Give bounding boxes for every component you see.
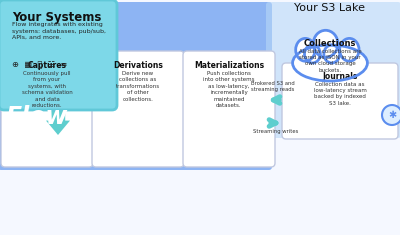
Text: Journals: Journals [322, 72, 358, 81]
Text: ✱: ✱ [388, 110, 396, 120]
Text: Brokered S3 and
streaming reads: Brokered S3 and streaming reads [251, 81, 295, 92]
Ellipse shape [324, 45, 340, 63]
FancyBboxPatch shape [282, 63, 398, 139]
Text: All data collections are
stored as JSON in your
own cloud storage
buckets.: All data collections are stored as JSON … [299, 49, 361, 73]
FancyBboxPatch shape [0, 0, 117, 110]
FancyBboxPatch shape [0, 2, 272, 170]
Text: Flow: Flow [6, 105, 68, 129]
Text: Push collections
into other systems
as low-latency,
incrementally
maintained
dat: Push collections into other systems as l… [203, 71, 255, 108]
Polygon shape [62, 95, 196, 138]
Polygon shape [46, 103, 70, 135]
Text: ⊕  ▦  ⧧  ☷  ≡: ⊕ ▦ ⧧ ☷ ≡ [12, 60, 67, 69]
Text: Derivations: Derivations [113, 61, 163, 70]
Text: Flow integrates with existing
systems: databases, pub/sub,
APIs, and more.: Flow integrates with existing systems: d… [12, 22, 106, 40]
Text: Streaming writes: Streaming writes [253, 129, 299, 134]
Ellipse shape [340, 38, 359, 61]
FancyBboxPatch shape [1, 51, 93, 167]
FancyBboxPatch shape [183, 51, 275, 167]
Ellipse shape [296, 38, 315, 61]
Text: Collection data as
low-latency stream
backed by indexed
S3 lake.: Collection data as low-latency stream ba… [314, 82, 366, 106]
FancyBboxPatch shape [266, 2, 400, 138]
Text: Materializations: Materializations [194, 61, 264, 70]
Text: Derive new
collections as
transformations
of other
collections.: Derive new collections as transformation… [116, 71, 160, 102]
Ellipse shape [293, 45, 367, 81]
Text: Captures: Captures [28, 61, 66, 70]
Ellipse shape [313, 30, 338, 57]
Text: Your Systems: Your Systems [12, 11, 101, 24]
Text: Continuously pull
from your
systems, with
schema validation
and data
reductions.: Continuously pull from your systems, wit… [22, 71, 72, 108]
Ellipse shape [304, 45, 320, 63]
Text: Runtime: Runtime [6, 128, 44, 137]
Text: Your S3 Lake: Your S3 Lake [294, 3, 366, 13]
Polygon shape [286, 83, 304, 135]
FancyBboxPatch shape [92, 51, 184, 167]
Circle shape [382, 105, 400, 125]
Text: Collections: Collections [304, 39, 356, 48]
